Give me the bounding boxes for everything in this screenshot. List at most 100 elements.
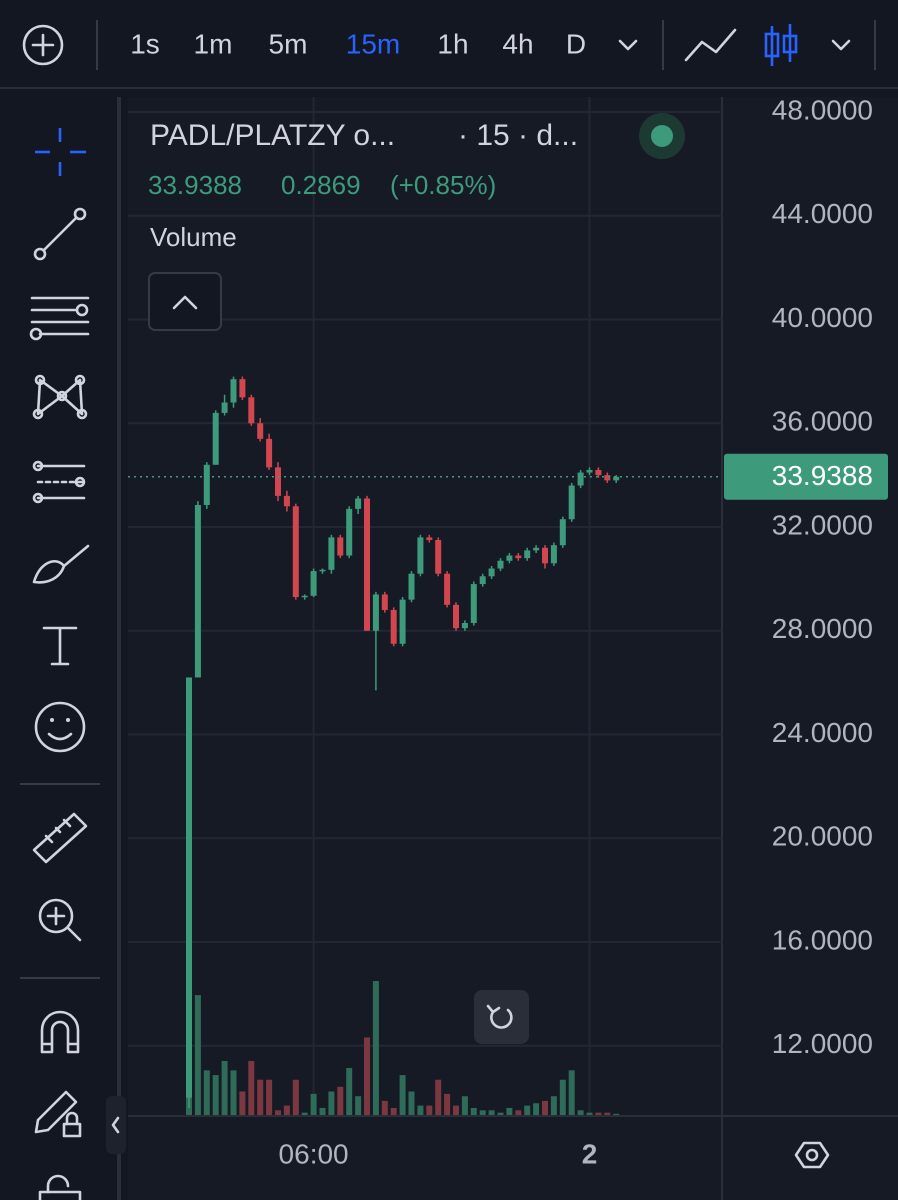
volume-bar: [568, 1070, 575, 1115]
candle-body: [515, 555, 522, 559]
collapse-legend-button[interactable]: [148, 272, 222, 331]
volume-bar: [595, 1112, 602, 1115]
volume-bar: [212, 1075, 219, 1115]
candle-body: [310, 571, 317, 596]
volume-bar: [283, 1105, 290, 1115]
chart-type-menu[interactable]: [831, 39, 851, 51]
lock-drawings-tool[interactable]: [34, 1090, 82, 1138]
interval-button[interactable]: 5m: [269, 28, 308, 59]
interval-button[interactable]: 4h: [502, 28, 533, 59]
candle-body: [186, 677, 192, 1098]
x-tick-label: 06:00: [279, 1138, 349, 1169]
symbol-subtitle: · 15 · d...: [458, 119, 578, 152]
zoom-tool[interactable]: [38, 898, 82, 942]
crosshair-tool[interactable]: [35, 128, 86, 176]
candle-body: [319, 569, 326, 572]
symbol-title[interactable]: PADL/PLATZY o...: [150, 119, 395, 152]
collapse-toolbar[interactable]: [106, 1096, 126, 1154]
candle-body: [248, 397, 255, 424]
candle-body: [533, 547, 540, 551]
y-tick-label: 48.0000: [772, 94, 873, 125]
volume-bar: [248, 1060, 255, 1115]
volume-bar: [453, 1105, 459, 1115]
volume-bar: [497, 1112, 504, 1115]
volume-bar: [257, 1079, 264, 1115]
volume-bar: [488, 1110, 495, 1115]
pattern-tool[interactable]: [32, 374, 88, 420]
volume-bar: [444, 1093, 451, 1115]
legend-price: 33.9388: [148, 170, 242, 200]
y-tick-label: 12.0000: [772, 1028, 873, 1059]
candle-body: [444, 573, 451, 605]
candle-chart-button[interactable]: [764, 24, 798, 66]
y-tick-label: 20.0000: [772, 821, 873, 852]
candle-body: [203, 464, 210, 505]
volume-bar: [301, 1112, 308, 1115]
candle-body: [453, 604, 459, 629]
text-tool[interactable]: [42, 626, 78, 666]
volume-bar: [515, 1110, 522, 1115]
volume-bar: [364, 1037, 370, 1115]
interval-button[interactable]: 1s: [130, 28, 160, 59]
fib-tool[interactable]: [29, 296, 90, 341]
volume-bar: [417, 1105, 424, 1115]
candle-body: [292, 506, 299, 598]
volume-bar: [435, 1079, 442, 1115]
plot: [128, 376, 722, 1115]
prediction-tool[interactable]: [32, 460, 86, 504]
volume-bar: [604, 1112, 611, 1115]
volume-bar: [346, 1068, 353, 1115]
candle-body: [577, 472, 584, 486]
unlock-tool[interactable]: [38, 1174, 82, 1200]
candle-body: [257, 423, 264, 439]
candle-body: [221, 402, 228, 413]
legend-change: 0.2869: [281, 170, 361, 200]
candle-body: [417, 537, 424, 574]
emoji-tool[interactable]: [34, 701, 86, 753]
candle-body: [230, 379, 237, 403]
trend-line-tool[interactable]: [33, 207, 87, 261]
candle-body: [372, 594, 379, 631]
volume-bar: [239, 1091, 246, 1115]
volume-bar: [310, 1093, 317, 1115]
volume-bar: [337, 1086, 344, 1115]
volume-bar: [221, 1060, 228, 1115]
candle-body: [212, 412, 219, 465]
candle-body: [470, 584, 477, 623]
last-price-badge: [724, 453, 888, 500]
y-tick-label: 36.0000: [772, 406, 873, 437]
candle-body: [328, 537, 335, 570]
candle-body: [283, 495, 290, 507]
volume-bar: [266, 1079, 273, 1115]
line-chart-button[interactable]: [684, 28, 737, 62]
interval-button[interactable]: 15m: [346, 28, 400, 59]
interval-button[interactable]: D: [566, 28, 586, 59]
candle-body: [275, 467, 281, 496]
volume-bar: [194, 995, 201, 1115]
volume-bar: [461, 1096, 468, 1115]
volume-bar: [230, 1070, 237, 1115]
volume-bar: [559, 1079, 566, 1115]
legend-change-percent: (+0.85%): [390, 170, 496, 200]
y-tick-label: 28.0000: [772, 613, 873, 644]
candle-body: [301, 595, 308, 598]
interval-button[interactable]: 1h: [437, 28, 468, 59]
settings-button[interactable]: [794, 1141, 830, 1169]
candle-body: [435, 539, 442, 574]
interval-menu[interactable]: [618, 39, 638, 51]
interval-button[interactable]: 1m: [194, 28, 233, 59]
candle-body: [613, 476, 620, 481]
volume-bar: [355, 1096, 362, 1115]
volume-bar: [203, 1070, 210, 1115]
reset-button[interactable]: [474, 990, 529, 1044]
add-symbol-button[interactable]: [22, 24, 64, 66]
volume-bar: [524, 1105, 531, 1115]
ruler-tool[interactable]: [32, 812, 88, 864]
brush-tool[interactable]: [32, 544, 90, 584]
volume-bar: [542, 1100, 548, 1115]
magnet-tool[interactable]: [40, 1010, 80, 1054]
x-tick-label: 2: [582, 1138, 598, 1169]
candle-body: [426, 537, 433, 540]
